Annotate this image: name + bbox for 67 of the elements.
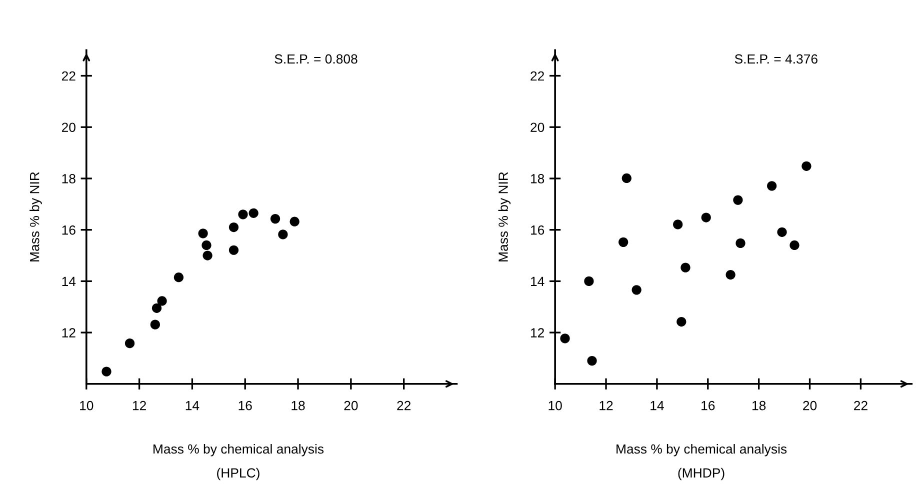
x-tick-label: 20 [344,400,358,410]
point [632,285,642,295]
point [202,240,212,250]
point [228,222,239,232]
x-tick-label: 12 [600,400,613,410]
point [152,303,162,313]
point [150,320,160,330]
y-tick-label: 20 [62,122,76,132]
y-tick-label: 12 [530,328,544,338]
point [733,195,743,205]
point [736,238,746,248]
point [278,230,288,240]
point [802,161,812,171]
x-tick-label: 18 [752,400,766,410]
x-tick-label: 12 [132,400,146,410]
point [790,240,800,250]
x-tick-label: 14 [186,401,200,410]
x-tick-label: 20 [803,400,817,410]
point [726,270,736,280]
x-tick-label: 22 [854,400,868,410]
point [198,228,208,238]
point [157,296,167,306]
point [622,173,632,184]
point [102,366,112,376]
x-tick-label: 22 [397,400,411,410]
point [202,250,212,260]
point [587,356,597,366]
point [767,181,777,191]
x-tick-label: 10 [548,400,562,410]
y-tick-label: 14 [62,276,76,286]
point [584,276,594,286]
point [676,316,686,327]
point [124,338,135,348]
x-tick-label: 14 [650,401,664,410]
y-tick-label: 20 [530,122,544,132]
y-tick-label: 14 [530,276,544,286]
text: (MHDP) [678,468,724,480]
x-tick-label: 16 [702,400,715,410]
point [680,262,690,272]
point [290,216,300,226]
point [270,214,280,224]
point [673,220,683,230]
y-tick-label: 18 [62,174,76,184]
x-tick-label: 10 [80,400,94,410]
y-tick-label: 18 [530,174,544,184]
y-tick-label: 16 [62,225,76,235]
x-axis-title: Mass % by chemical analysis [154,444,324,456]
y-axis-title: Mass % by NIR [498,172,511,262]
annotation: S.E.P. = 0.808 [274,54,358,64]
x-tick-label: 18 [292,400,305,410]
point [560,334,570,344]
x-axis-title: Mass % by chemical analysis [616,444,787,456]
x-tick-label: 16 [238,400,252,410]
point [618,237,628,247]
point [248,208,258,218]
point [701,212,711,222]
point [238,210,248,220]
point [174,272,184,282]
y-tick-label: 22 [62,71,76,81]
point [228,245,239,255]
annotation: S.E.P. = 4.376 [734,54,818,64]
text: (HPLC) [217,468,260,480]
y-tick-label: 22 [530,71,544,81]
y-tick-label: 16 [530,225,544,235]
y-axis-title: Mass % by NIR [30,172,42,262]
y-tick-label: 12 [62,328,76,338]
point [777,227,787,237]
